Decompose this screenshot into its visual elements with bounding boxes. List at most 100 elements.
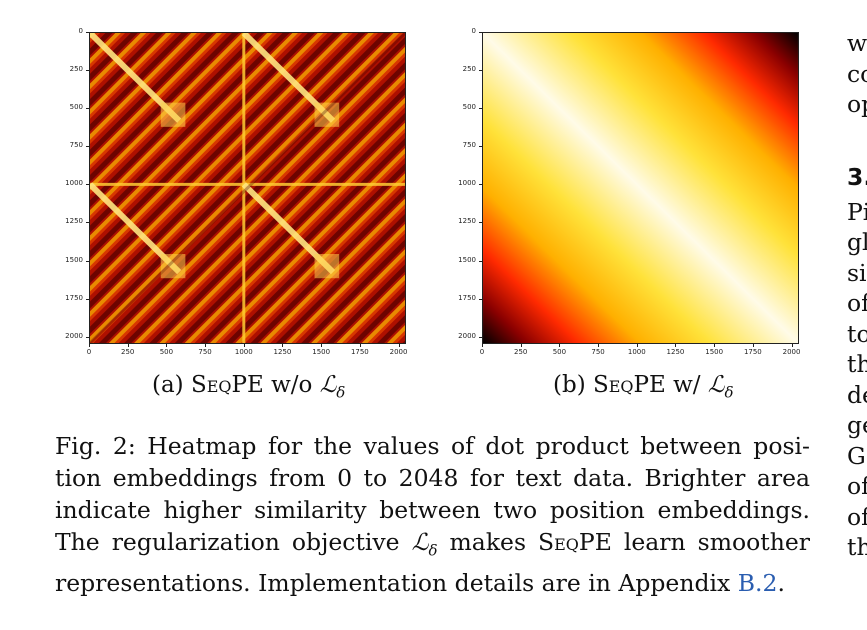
- caption-line-4: The regularization objective ℒδ makes Se…: [55, 528, 811, 560]
- side-text-line: G: [847, 441, 866, 470]
- x-tick-mark-b: [559, 344, 561, 347]
- caption-line-5: representations. Implementation details …: [55, 568, 785, 597]
- y-tick-mark-b: [479, 70, 482, 72]
- side-text-line: op: [847, 90, 867, 118]
- y-tick-mark-b: [479, 222, 482, 224]
- y-tick-label-a: 1000: [65, 179, 83, 188]
- y-tick-label-a: 0: [78, 27, 83, 35]
- x-tick-mark-a: [166, 344, 168, 347]
- y-tick-mark-a: [86, 336, 89, 338]
- x-tick-mark-a: [398, 344, 400, 347]
- subcaption-a: (a) SeqPE w/o ℒδ: [152, 372, 346, 402]
- x-tick-label-b: 2000: [782, 348, 801, 356]
- y-tick-mark-b: [479, 184, 482, 186]
- x-tick-label-a: 750: [198, 348, 212, 356]
- y-tick-mark-a: [86, 184, 89, 186]
- x-tick-label-b: 250: [514, 348, 528, 356]
- bright-patch: [160, 253, 186, 279]
- x-tick-mark-b: [791, 344, 793, 347]
- y-tick-label-a: 500: [69, 103, 83, 112]
- y-tick-label-b: 1500: [458, 255, 476, 264]
- side-text-line: co: [847, 59, 867, 88]
- y-tick-label-a: 1250: [65, 217, 83, 226]
- x-tick-mark-a: [127, 344, 129, 347]
- y-tick-mark-b: [479, 298, 482, 300]
- x-tick-label-a: 250: [121, 348, 135, 356]
- x-tick-mark-b: [520, 344, 522, 347]
- bright-patch: [314, 253, 340, 279]
- x-tick-mark-b: [598, 344, 600, 347]
- y-tick-label-a: 1500: [65, 255, 83, 264]
- x-tick-label-b: 1250: [666, 348, 685, 356]
- side-text-line: of: [847, 289, 867, 317]
- x-tick-label-a: 500: [159, 348, 174, 356]
- y-tick-label-b: 0: [471, 27, 476, 35]
- caption-line-2: tion embeddings from 0 to 2048 for text …: [55, 464, 810, 492]
- y-tick-label-a: 1750: [65, 293, 83, 302]
- x-tick-label-a: 1000: [234, 348, 253, 356]
- appendix-link[interactable]: B.2: [737, 568, 778, 597]
- x-tick-mark-a: [205, 344, 207, 347]
- side-text-line: Pi: [847, 197, 867, 226]
- x-tick-mark-b: [714, 344, 716, 347]
- side-text-line: [847, 120, 867, 151]
- y-tick-label-b: 500: [462, 103, 476, 112]
- x-tick-label-b: 500: [552, 348, 567, 356]
- caption-line-3: indicate higher similarity between two p…: [55, 496, 810, 524]
- y-tick-mark-a: [86, 298, 89, 300]
- x-tick-mark-a: [321, 344, 323, 347]
- side-text-line: of: [847, 502, 867, 531]
- y-tick-label-a: 250: [69, 65, 83, 74]
- x-tick-mark-a: [359, 344, 361, 347]
- x-tick-label-b: 1500: [705, 348, 724, 356]
- y-tick-mark-b: [479, 108, 482, 110]
- side-text-line: th: [847, 533, 867, 561]
- y-tick-label-b: 250: [462, 65, 476, 74]
- y-tick-label-b: 1750: [458, 293, 476, 302]
- x-tick-label-a: 1500: [312, 348, 331, 356]
- x-tick-mark-a: [243, 344, 245, 347]
- y-tick-mark-b: [479, 32, 482, 33]
- y-tick-label-b: 2000: [458, 331, 476, 340]
- x-tick-label-a: 2000: [389, 348, 408, 356]
- bright-patch: [160, 102, 186, 127]
- y-tick-label-a: 2000: [65, 331, 83, 340]
- y-tick-mark-a: [86, 222, 89, 224]
- y-tick-mark-b: [479, 146, 482, 148]
- side-text-line: 3.: [847, 163, 867, 191]
- x-tick-label-b: 0: [479, 348, 485, 356]
- y-tick-mark-a: [86, 260, 89, 262]
- adjacent-column-text: wcoop 3.PiglsioftothdegeGofofth: [847, 28, 867, 563]
- side-text-line: ge: [847, 411, 867, 439]
- side-text-line: de: [847, 380, 867, 409]
- y-tick-mark-a: [86, 32, 89, 33]
- side-text-line: gl: [847, 228, 867, 256]
- heatmap-b: [482, 32, 799, 344]
- caption-line-1: Fig. 2: Heatmap for the values of dot pr…: [55, 432, 810, 460]
- x-tick-label-a: 0: [86, 348, 92, 356]
- x-tick-mark-a: [89, 344, 90, 347]
- subcaption-b: (b) SeqPE w/ ℒδ: [553, 372, 734, 402]
- side-text-line: w: [847, 29, 867, 57]
- y-tick-mark-a: [86, 108, 89, 110]
- x-tick-mark-b: [752, 344, 754, 347]
- x-tick-mark-a: [282, 344, 284, 347]
- y-tick-mark-a: [86, 146, 89, 148]
- y-tick-label-b: 1250: [458, 217, 476, 226]
- heatmap-a: [89, 32, 406, 344]
- x-tick-mark-b: [482, 344, 483, 347]
- y-tick-label-b: 1000: [458, 179, 476, 188]
- x-tick-mark-b: [675, 344, 677, 347]
- y-tick-mark-a: [86, 70, 89, 72]
- x-tick-label-b: 750: [591, 348, 605, 356]
- side-text-line: to: [847, 319, 867, 348]
- x-tick-label-b: 1750: [743, 348, 762, 356]
- side-text-line: th: [847, 350, 867, 378]
- side-text-line: of: [847, 472, 867, 500]
- x-tick-label-a: 1750: [350, 348, 369, 356]
- y-tick-mark-b: [479, 260, 482, 262]
- dark-anti-diagonal: [90, 33, 405, 343]
- x-tick-label-a: 1250: [273, 348, 292, 356]
- figure-caption: Fig. 2: Heatmap for the values of dot pr…: [55, 430, 810, 599]
- y-tick-label-b: 750: [462, 141, 476, 150]
